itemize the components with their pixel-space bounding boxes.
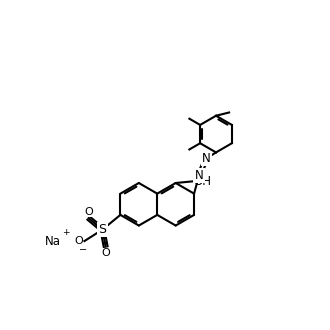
Text: +: + [62, 228, 70, 237]
Text: Na: Na [45, 235, 61, 248]
Text: N: N [202, 152, 211, 165]
Text: O: O [101, 248, 110, 258]
Text: N: N [195, 169, 203, 182]
Text: O: O [84, 207, 93, 216]
Text: O: O [74, 236, 83, 246]
Text: OH: OH [193, 175, 211, 188]
Text: −: − [79, 245, 87, 255]
Text: S: S [98, 223, 106, 236]
